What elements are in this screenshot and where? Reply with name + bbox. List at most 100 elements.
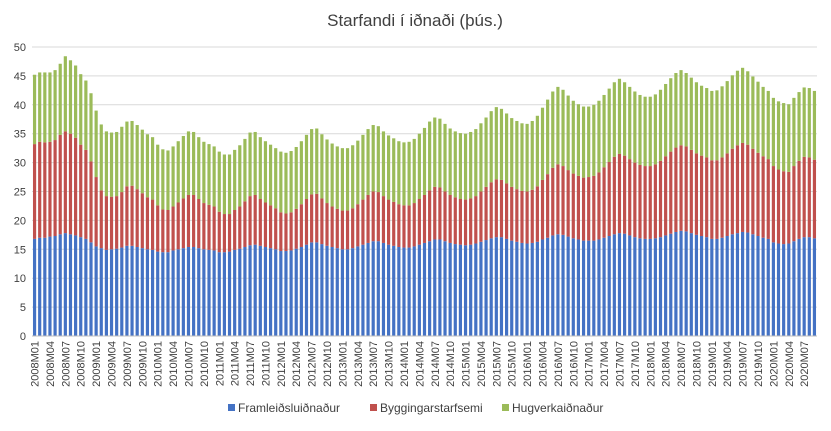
x-tick-label: 2016M04 — [538, 341, 550, 387]
bar-segment — [469, 131, 473, 199]
bar-segment — [469, 198, 473, 245]
legend-swatch — [502, 404, 509, 411]
bar-segment — [58, 234, 62, 336]
bar-segment — [571, 173, 575, 239]
bar-segment — [525, 243, 529, 336]
bar-segment — [381, 196, 386, 243]
legend: Framleiðsluiðnaður Byggingarstarfsemi Hugv… — [228, 401, 603, 415]
bar-segment — [756, 152, 760, 237]
bar-segment — [140, 248, 144, 336]
bar-segment — [207, 144, 211, 205]
bar-segment — [546, 99, 550, 175]
bar-segment — [535, 186, 539, 242]
bar-segment — [592, 104, 596, 176]
x-tick-label: 2012M10 — [322, 341, 334, 387]
bar-segment — [761, 156, 765, 238]
bar-segment — [217, 151, 221, 212]
bar-segment — [766, 238, 770, 336]
bar-segment — [628, 86, 632, 160]
bar-segment — [535, 115, 539, 187]
chart-title: Starfandi í iðnaði (þús.) — [327, 11, 503, 30]
bar-segment — [156, 144, 160, 206]
bar-segment — [89, 161, 93, 243]
bar-segment — [623, 82, 627, 156]
x-tick-label: 2010M01 — [153, 341, 165, 387]
bar-segment — [515, 120, 519, 190]
bar-segment — [197, 248, 201, 336]
bar-segment — [84, 80, 88, 150]
bar-segment — [74, 137, 78, 236]
x-tick-label: 2009M04 — [107, 341, 119, 387]
bar-segment — [38, 72, 42, 142]
bar-segment — [268, 144, 273, 206]
bar-segment — [53, 236, 57, 336]
bar-segment — [268, 205, 273, 249]
bar-segment — [525, 191, 529, 244]
bar-segment — [669, 151, 673, 234]
bar-segment — [428, 241, 432, 336]
bar-segment — [571, 238, 575, 336]
bar-segment — [705, 88, 709, 158]
bar-segment — [484, 186, 488, 241]
bar-segment — [181, 248, 185, 336]
bar-segment — [407, 247, 411, 336]
x-tick-label: 2011M04 — [230, 341, 242, 386]
bar-segment — [648, 238, 652, 336]
x-tick-label: 2015M01 — [461, 341, 473, 387]
bar-segment — [751, 76, 755, 149]
bar-segment — [515, 189, 519, 242]
bar-segment — [648, 96, 652, 167]
bar-segment — [484, 240, 488, 336]
bar-segment — [243, 201, 247, 247]
bar-segment — [617, 153, 622, 234]
bar-segment — [633, 162, 637, 238]
bar-segment — [551, 91, 555, 168]
bar-segment — [125, 245, 129, 336]
bar-segment — [392, 245, 396, 336]
bar-segment — [699, 155, 704, 237]
bar-segment — [32, 144, 37, 239]
bar-segment — [284, 213, 288, 252]
bar-segment — [653, 238, 657, 336]
bar-segment — [212, 250, 216, 336]
bar-segment — [438, 239, 442, 336]
x-tick-label: 2012M04 — [291, 341, 303, 387]
bar-segment — [197, 137, 201, 200]
bar-segment — [140, 129, 144, 194]
bar-segment — [258, 137, 262, 200]
bar-segment — [238, 206, 242, 249]
x-tick-label: 2016M01 — [522, 341, 534, 387]
x-tick-label: 2009M07 — [122, 341, 134, 387]
bar-segment — [202, 141, 206, 204]
bar-segment — [463, 245, 468, 336]
bar-segment — [166, 252, 170, 336]
bar-segment — [499, 179, 504, 238]
x-tick-label: 2013M04 — [353, 341, 365, 387]
bar-segment — [289, 250, 293, 336]
bar-segment — [746, 232, 750, 336]
bar-segment — [494, 237, 498, 336]
bar-segment — [222, 252, 226, 336]
bar-segment — [351, 208, 355, 249]
bar-segment — [135, 246, 139, 336]
bar-segment — [489, 111, 493, 183]
bar-segment — [243, 246, 247, 336]
bar-segment — [520, 242, 524, 336]
bar-segment — [474, 243, 478, 336]
bar-segment — [109, 249, 114, 336]
bar-segment — [304, 134, 309, 200]
y-tick-label: 30 — [14, 158, 26, 170]
bar-segment — [263, 141, 268, 203]
bar-segment — [227, 214, 232, 252]
bar-segment — [104, 249, 108, 336]
x-tick-label: 2013M07 — [368, 341, 380, 387]
bar-segment — [315, 193, 319, 243]
bar-segment — [371, 241, 375, 336]
bar-segment — [120, 247, 124, 336]
x-tick-label: 2009M01 — [91, 341, 103, 387]
bar-segment — [684, 146, 688, 232]
bar-segment — [335, 208, 339, 249]
bar-segment — [658, 89, 663, 161]
bar-segment — [643, 166, 647, 239]
bar-segment — [43, 142, 47, 238]
